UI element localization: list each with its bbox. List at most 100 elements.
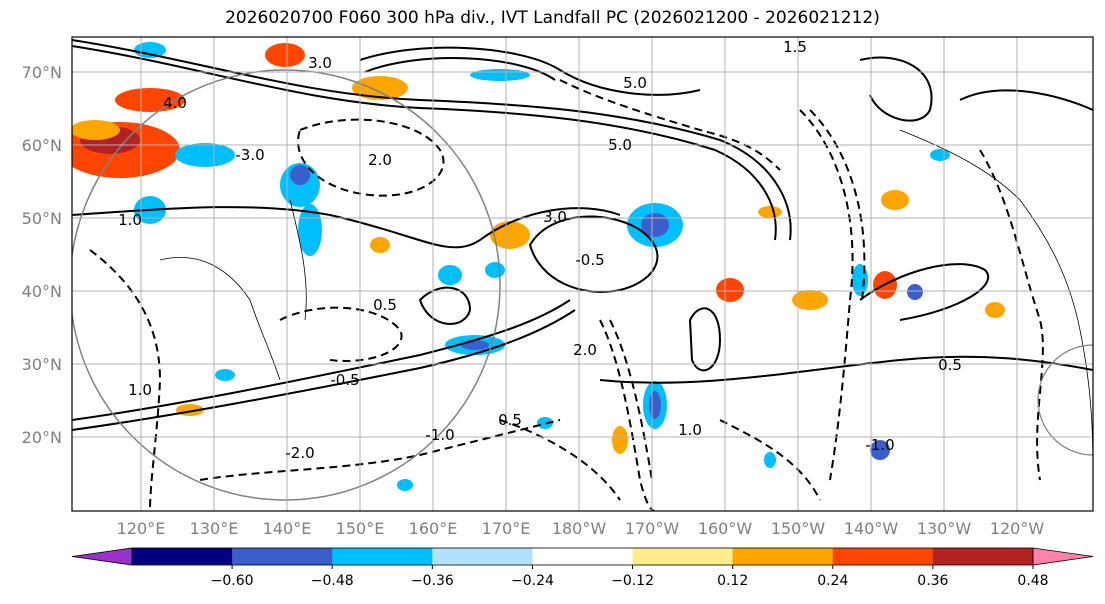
longitude-label: 130°E: [190, 519, 239, 538]
map-panel: 4.0 3.0 2.0 1.0 5.0 1.5 0.5 -0.5 -1.0 -2.0 -3.0 0.5…: [71, 36, 1094, 512]
div-blob: [265, 43, 305, 67]
contour-label: 3.0: [543, 208, 567, 226]
contour-dashed-line: [279, 306, 403, 362]
longitude-label: 160°W: [698, 519, 753, 538]
contour-dashed-line: [809, 109, 866, 301]
contour-solid: [72, 309, 576, 431]
colorbar-tick-label: 0.36: [917, 573, 948, 589]
contour-dashed-line: [799, 109, 854, 481]
contour-label: -0.5: [575, 251, 604, 269]
contour-label: 0.5: [373, 296, 397, 314]
longitude-label: 170°E: [482, 519, 531, 538]
conv-blob: [298, 204, 322, 256]
conv-blob: [470, 69, 530, 81]
longitude-label: 180°W: [552, 519, 607, 538]
latitude-label: 20°N: [22, 428, 62, 447]
conv-blob: [175, 143, 235, 167]
contour-label: 2.0: [368, 151, 392, 169]
coastline: [289, 199, 307, 321]
conv-blob: [870, 440, 890, 460]
colorbar-tick-label: −0.12: [611, 573, 654, 589]
contour-solid: [72, 206, 621, 249]
map-frame: [71, 36, 1094, 512]
contour-dashed-line: [609, 319, 653, 481]
colorbar-tick-label: 0.24: [817, 573, 848, 589]
conv-blob: [461, 340, 489, 350]
colorbar-frame: [131, 547, 1034, 566]
div-blob: [758, 206, 782, 218]
contour-dashed-line: [719, 419, 821, 501]
contour-solid: [528, 215, 659, 293]
div-blob: [115, 88, 185, 112]
colorbar-segment: [932, 548, 1034, 565]
colorbar-tick-label: 0.12: [717, 573, 748, 589]
conv-blob: [537, 417, 553, 429]
colorbar-segment: [832, 548, 934, 565]
contour-dashed-line: [979, 149, 1044, 481]
contour-label: 1.0: [678, 421, 702, 439]
contour-dashed: [89, 79, 1044, 511]
conv-blob: [485, 262, 505, 278]
longitude-label: 120°E: [117, 519, 166, 538]
colorbar-segment: [632, 548, 734, 565]
conv-blob: [641, 213, 669, 237]
coastline: [159, 257, 281, 381]
longitude-label: 140°E: [263, 519, 312, 538]
contour-label: -3.0: [235, 146, 264, 164]
latitude-label: 70°N: [22, 63, 62, 82]
conv-blob: [438, 265, 462, 285]
colorbar-tick-label: −0.48: [311, 573, 354, 589]
coastline: [899, 129, 1093, 471]
conv-blob: [290, 165, 310, 185]
div-blob: [72, 120, 120, 140]
conv-blob: [397, 479, 413, 491]
range-circle: [72, 69, 501, 501]
latitude-labels: 70°N 60°N 50°N 40°N 30°N 20°N: [22, 63, 62, 447]
contour-solid: [72, 299, 571, 421]
contour-label: 5.0: [623, 74, 647, 92]
colorbar-tick-label: −0.60: [211, 573, 254, 589]
contour-dashed-line: [199, 419, 561, 481]
colorbar-tick-label: 0.48: [1017, 573, 1048, 589]
div-blob: [716, 278, 744, 302]
contour-label: -2.0: [285, 444, 314, 462]
contour-label-group: 4.0 3.0 2.0 1.0 5.0 1.5 0.5 -0.5 -1.0 -2.0 -3.0 0.5…: [118, 38, 962, 462]
contour-solid: [72, 39, 792, 241]
contour-solid: [959, 89, 1093, 111]
conv-blob: [764, 452, 776, 468]
contour-label: 0.5: [498, 411, 522, 429]
map-title: 2026020700 F060 300 hPa div., IVT Landfa…: [225, 8, 880, 28]
contour-dashed-line: [499, 419, 621, 501]
longitude-label: 120°W: [990, 519, 1045, 538]
colorbar: −0.60 −0.48 −0.36 −0.24 −0.12 0.12 0.24 0.36 0.4…: [71, 547, 1094, 589]
contour-label: 1.0: [128, 381, 152, 399]
contour-label: 3.0: [308, 54, 332, 72]
colorbar-tick-label: −0.24: [511, 573, 554, 589]
contour-dashed-line: [559, 79, 781, 171]
div-blob: [792, 290, 828, 310]
contour-label: -1.0: [865, 436, 894, 454]
contour-dashed-line: [89, 249, 162, 511]
contour-label: -0.5: [330, 371, 359, 389]
latitude-label: 30°N: [22, 355, 62, 374]
gridlines: [72, 37, 1093, 511]
contour-label: 5.0: [608, 136, 632, 154]
contour-label: 2.0: [573, 341, 597, 359]
contour-label: 1.5: [783, 38, 807, 56]
contour-solid: [72, 45, 777, 241]
colorbar-segment: [132, 548, 233, 565]
coastlines: [159, 129, 1093, 471]
latitude-label: 60°N: [22, 136, 62, 155]
colorbar-segment: [232, 548, 333, 565]
conv-blob: [134, 42, 166, 58]
contour-dashed-line: [297, 118, 445, 197]
conv-blob: [649, 391, 661, 419]
colorbar-extend-high: [1032, 547, 1094, 566]
div-blob: [612, 426, 628, 454]
div-blob: [881, 190, 909, 210]
longitude-label: 170°W: [625, 519, 680, 538]
contour-solid: [859, 263, 990, 321]
contour-label: 0.5: [938, 356, 962, 374]
div-blob: [370, 237, 390, 253]
